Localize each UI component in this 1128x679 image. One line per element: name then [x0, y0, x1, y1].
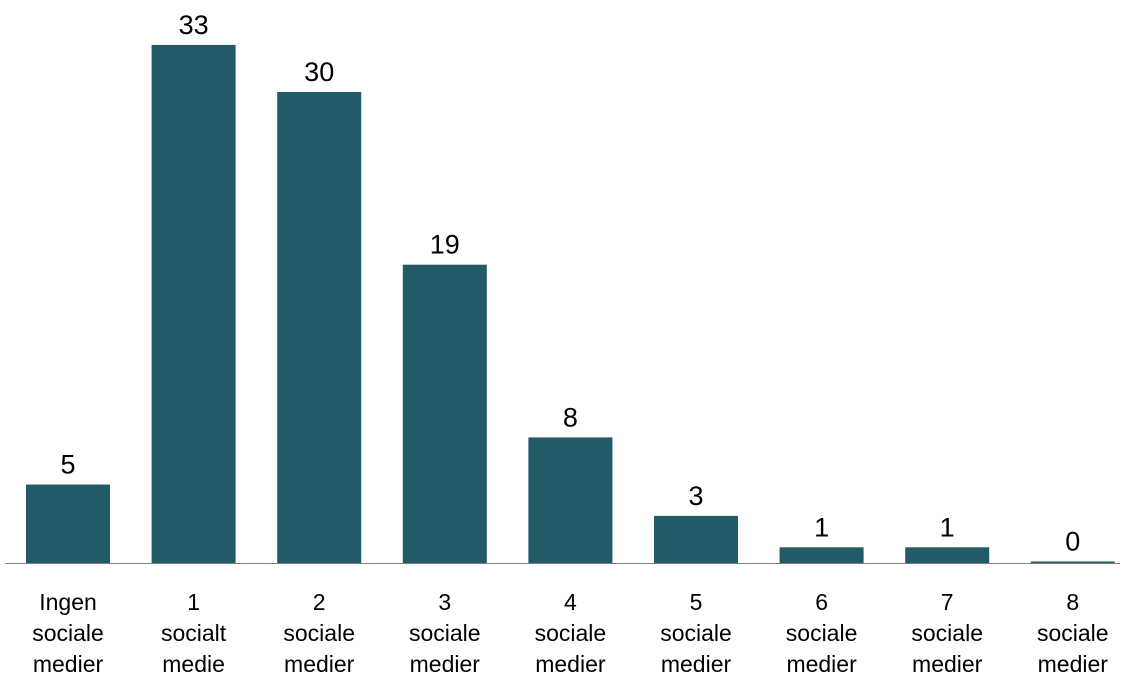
data-label-6: 1	[814, 512, 829, 542]
data-labels-group: 5 33 30 19 8 3 1 1 0	[60, 10, 1080, 557]
tick-label-6-line-0: 6	[815, 589, 828, 615]
bar-1	[151, 44, 236, 563]
tick-label-8-line-0: 8	[1066, 589, 1079, 615]
tick-label-0-line-0: Ingen	[39, 589, 97, 615]
bar-2	[277, 92, 362, 563]
tick-label-2: 2 sociale medier	[283, 589, 355, 677]
data-label-7: 1	[940, 512, 955, 542]
x-axis-tick-labels: Ingen sociale medier 1 socialt medie 2 sociale m…	[32, 589, 1108, 677]
tick-label-6-line-2: medier	[786, 651, 857, 677]
tick-label-1-line-0: 1	[187, 589, 200, 615]
tick-label-4: 4 sociale medier	[535, 589, 607, 677]
tick-label-5: 5 sociale medier	[660, 589, 732, 677]
tick-label-6: 6 sociale medier	[786, 589, 858, 677]
bar-6	[779, 547, 864, 563]
tick-label-1-line-1: socialt	[161, 620, 227, 646]
data-label-4: 8	[563, 402, 578, 432]
tick-label-5-line-1: sociale	[660, 620, 732, 646]
bar-8	[1030, 561, 1115, 563]
tick-label-3-line-0: 3	[438, 589, 451, 615]
tick-label-0-line-2: medier	[33, 651, 104, 677]
bars-group	[26, 44, 1115, 563]
tick-label-8: 8 sociale medier	[1037, 589, 1109, 677]
data-label-1: 33	[179, 10, 209, 40]
tick-label-5-line-0: 5	[690, 589, 703, 615]
tick-label-3-line-2: medier	[410, 651, 481, 677]
bar-7	[905, 547, 990, 563]
data-label-3: 19	[430, 230, 460, 260]
bar-5	[654, 515, 738, 563]
tick-label-3: 3 sociale medier	[409, 589, 481, 677]
tick-label-1: 1 socialt medie	[161, 589, 227, 677]
tick-label-8-line-2: medier	[1038, 651, 1109, 677]
data-label-2: 30	[304, 57, 334, 87]
tick-label-0-line-1: sociale	[32, 620, 104, 646]
bar-0	[26, 484, 110, 563]
tick-label-1-line-2: medie	[162, 651, 225, 677]
bar-4	[528, 437, 613, 563]
tick-label-2-line-0: 2	[313, 589, 326, 615]
tick-label-8-line-1: sociale	[1037, 620, 1109, 646]
data-label-0: 5	[60, 450, 75, 480]
tick-label-6-line-1: sociale	[786, 620, 858, 646]
tick-label-7-line-1: sociale	[911, 620, 983, 646]
tick-label-7: 7 sociale medier	[911, 589, 983, 677]
tick-label-7-line-2: medier	[912, 651, 983, 677]
tick-label-7-line-0: 7	[941, 589, 954, 615]
data-label-8: 0	[1065, 527, 1080, 557]
tick-label-4-line-0: 4	[564, 589, 577, 615]
tick-label-2-line-1: sociale	[283, 620, 355, 646]
tick-label-2-line-2: medier	[284, 651, 355, 677]
bar-3	[402, 264, 487, 563]
tick-label-0: Ingen sociale medier	[32, 589, 104, 677]
tick-label-4-line-2: medier	[535, 651, 606, 677]
tick-label-4-line-1: sociale	[535, 620, 607, 646]
data-label-5: 3	[688, 481, 703, 511]
tick-label-5-line-2: medier	[661, 651, 732, 677]
tick-label-3-line-1: sociale	[409, 620, 481, 646]
